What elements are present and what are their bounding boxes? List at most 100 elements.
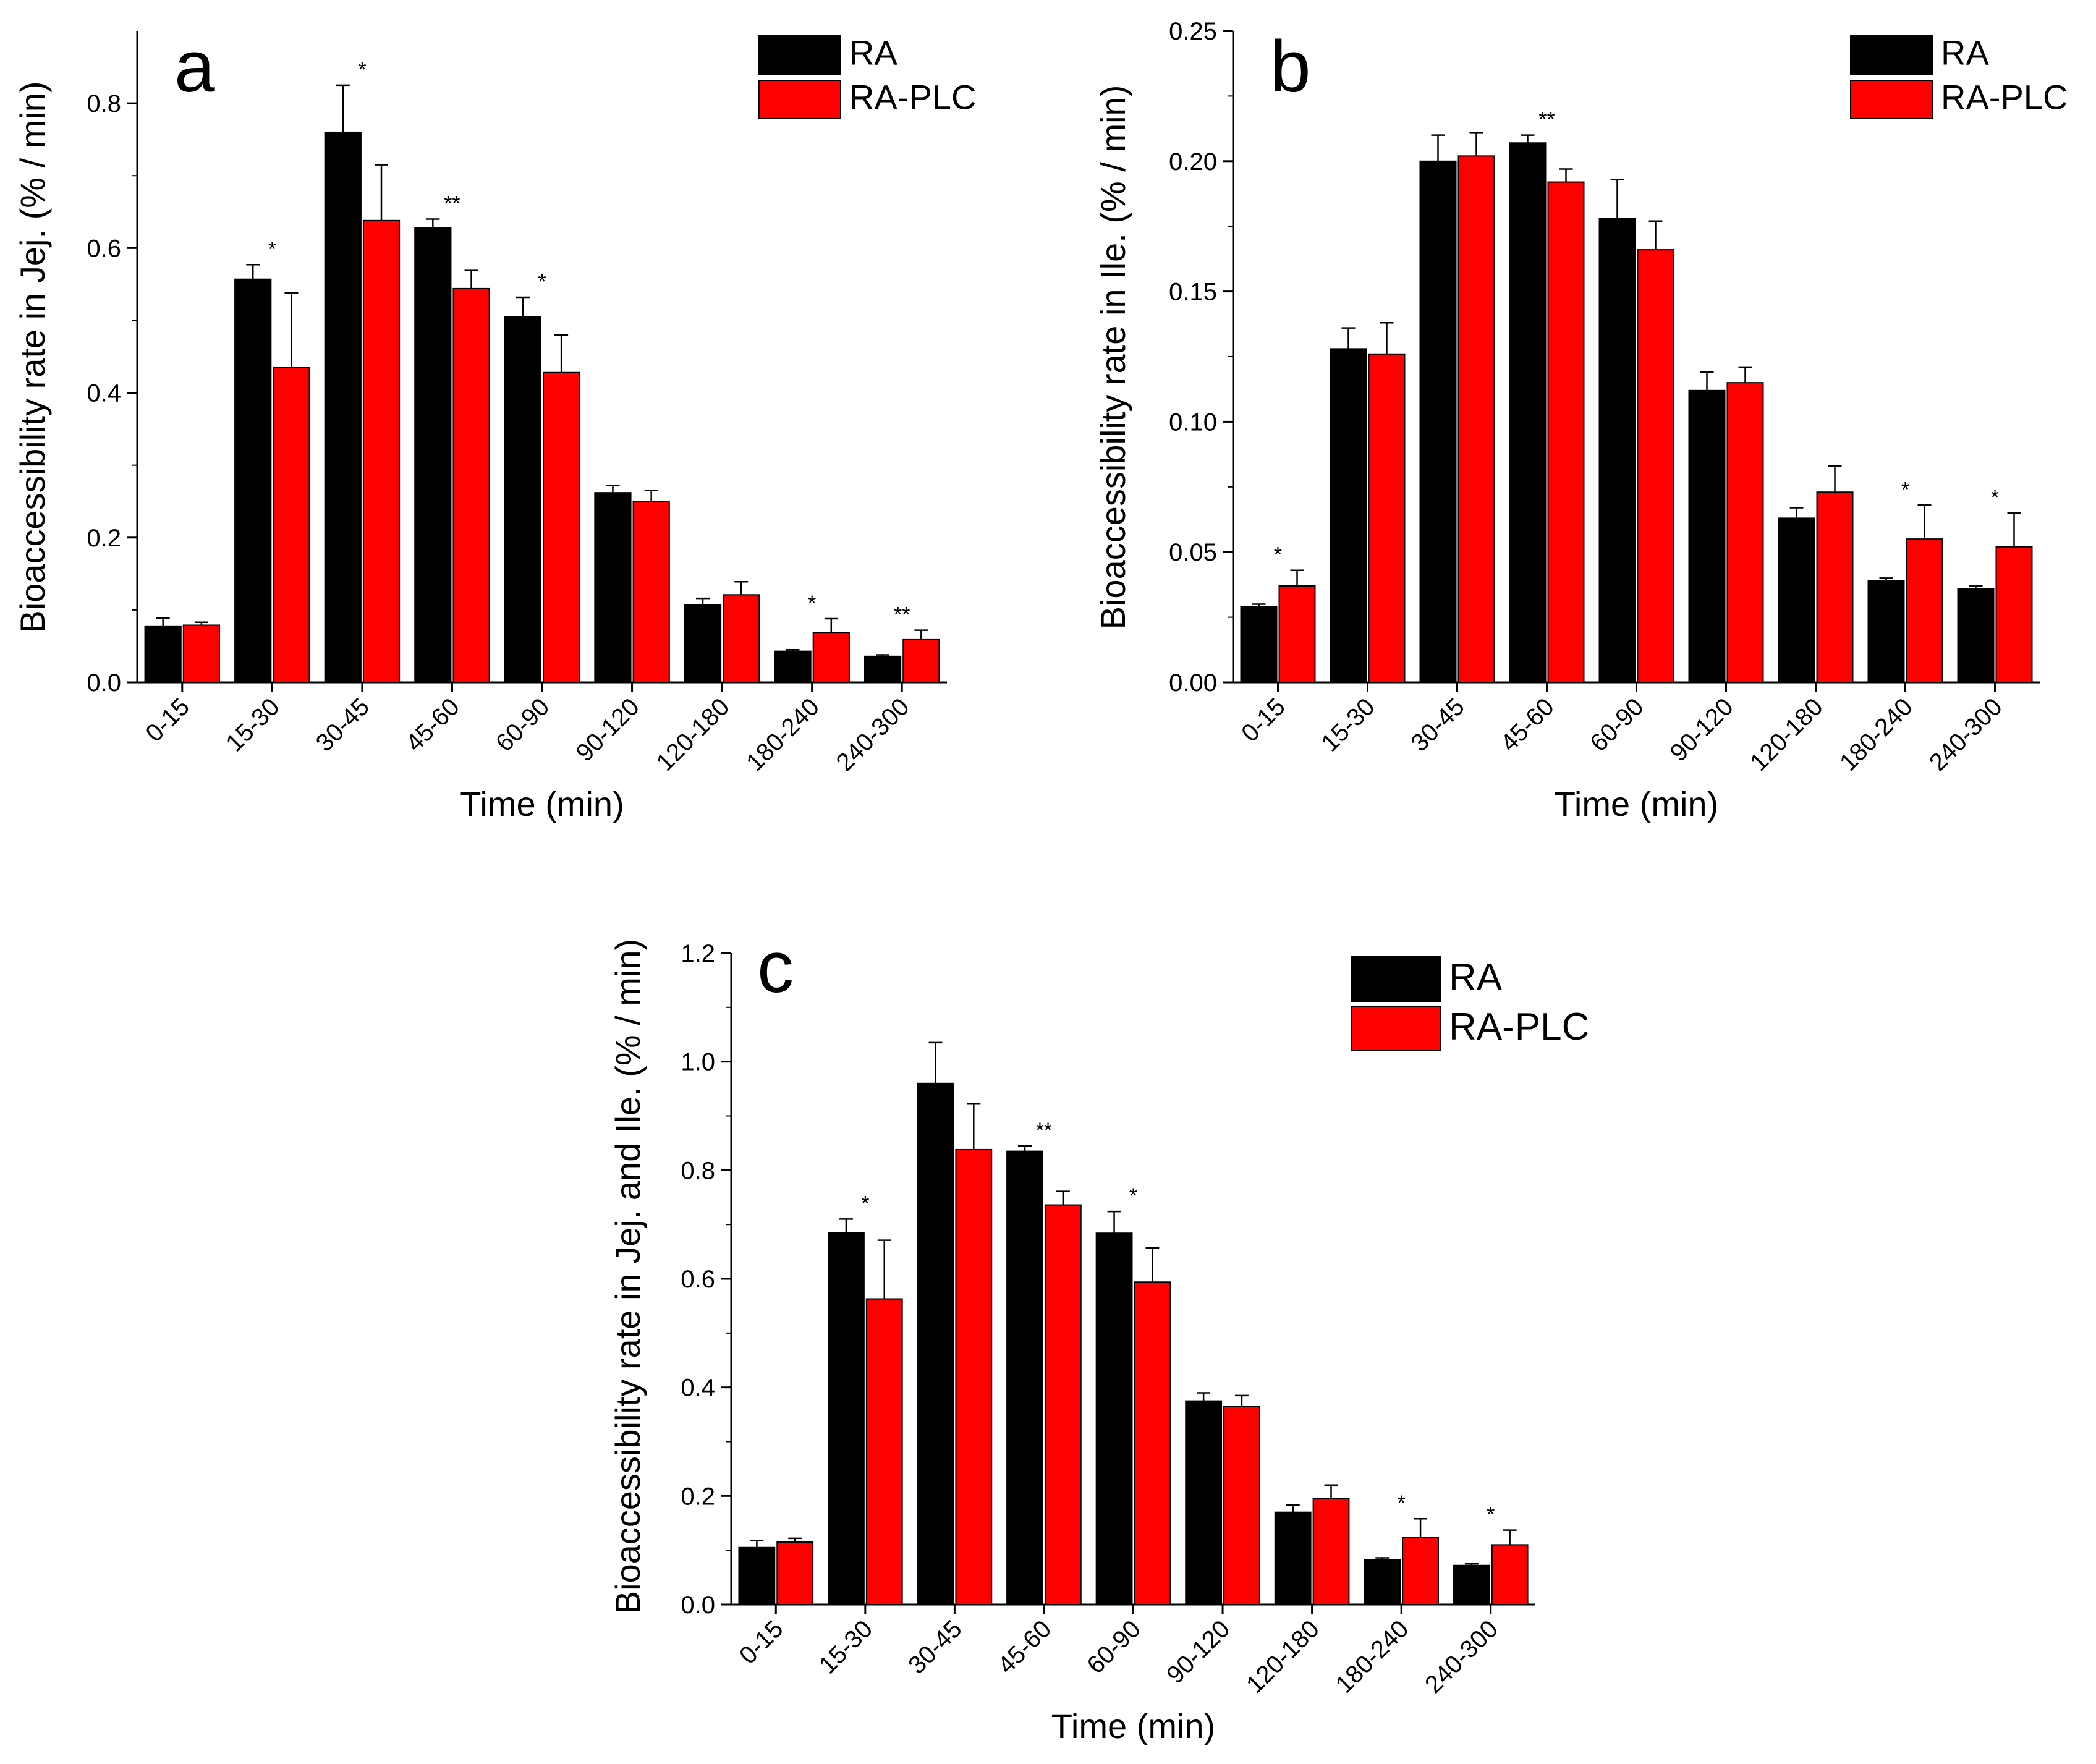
x-tick-label: 60-90 (1082, 1615, 1145, 1679)
error-bar (788, 1537, 802, 1542)
error-bar (1145, 1247, 1160, 1283)
error-bar (1464, 1563, 1479, 1566)
legend-label: RA (1449, 956, 1503, 999)
significance-marker: ** (894, 603, 910, 627)
y-tick-label: 0.25 (1169, 18, 1217, 45)
bar-ra-plc (1278, 585, 1316, 683)
legend-swatch-ra-plc (1850, 80, 1933, 119)
bar-ra-plc (865, 1298, 903, 1605)
bar-ra-plc (723, 594, 760, 683)
error-bar (1503, 1529, 1517, 1545)
legend-label: RA (849, 33, 897, 72)
error-bar (928, 1041, 943, 1083)
legend-swatch-ra-plc (1351, 1006, 1441, 1051)
bar-ra (774, 650, 812, 683)
x-tick-label: 90-120 (1161, 1615, 1235, 1689)
y-tick-label: 0.8 (681, 1157, 715, 1184)
bar-ra-plc (955, 1148, 993, 1605)
bar-ra-plc (1637, 249, 1674, 684)
error-bar (1375, 1557, 1390, 1560)
bar-ra-plc (1995, 546, 2033, 683)
significance-marker: * (268, 237, 276, 261)
significance-marker: * (1901, 478, 1909, 501)
bar-ra (234, 278, 272, 683)
significance-marker: ** (444, 192, 460, 215)
x-tick-label: 15-30 (221, 693, 284, 757)
x-tick-label: 0-15 (734, 1615, 789, 1669)
bar-ra (1006, 1150, 1043, 1605)
y-tick-label: 0.0 (681, 1592, 715, 1619)
error-bar (1107, 1210, 1121, 1234)
error-bar (824, 617, 838, 633)
bar-ra (1688, 389, 1726, 683)
chart-panel-b: 0.00 0.05 0.10 0.15 0.20 0.25 0-15 15-30 30-45 45… (1093, 18, 2068, 823)
error-bar (1290, 569, 1304, 587)
y-tick-label: 0.15 (1169, 279, 1217, 306)
x-tick-label: 45-60 (401, 693, 464, 757)
bar-ra (1778, 517, 1815, 684)
bar-ra (828, 1232, 865, 1605)
chart-panel-c: 0.0 0.2 0.4 0.6 0.8 1.0 1.2 0-15 15-30 30-45 45-60… (608, 927, 1589, 1745)
error-bar (1324, 1484, 1338, 1499)
bar-ra-plc (1044, 1204, 1082, 1605)
x-tick-label: 120-180 (1745, 693, 1828, 776)
bar-ra (144, 625, 182, 684)
legend-label: RA (1941, 33, 1989, 72)
y-tick-label: 0.00 (1169, 669, 1217, 697)
x-tick-label: 45-60 (993, 1615, 1056, 1679)
error-bar (246, 264, 260, 279)
legend-swatch-ra (1850, 35, 1933, 75)
panel-letter: b (1270, 26, 1311, 108)
bar-ra (684, 604, 722, 683)
bar-ra-plc (1726, 382, 1764, 683)
x-tick-label: 60-90 (1585, 693, 1648, 757)
x-axis-title: Time (min) (1051, 1707, 1215, 1745)
bar-ra-plc (776, 1541, 814, 1606)
error-bar (644, 490, 658, 502)
error-bar (156, 617, 170, 627)
y-axis-title: Bioaccessibility rate in Ile. (% / min) (1093, 85, 1132, 630)
error-bar (696, 597, 710, 605)
y-tick-label: 0.6 (87, 235, 121, 262)
y-tick-label: 0.2 (87, 525, 121, 552)
error-bar (1559, 168, 1573, 182)
error-bar (1610, 179, 1624, 219)
x-tick-label: 240-300 (1420, 1615, 1503, 1698)
error-bar (1969, 585, 1983, 589)
x-tick-label: 30-45 (311, 693, 375, 757)
error-bar (1234, 1394, 1249, 1407)
bar-ra-plc (452, 287, 490, 684)
error-bar (1700, 371, 1714, 391)
significance-marker: * (1991, 486, 1999, 509)
x-tick-label: 240-300 (831, 693, 915, 776)
error-bar (967, 1103, 981, 1150)
error-bar (1018, 1145, 1032, 1151)
significance-marker: * (1274, 543, 1282, 567)
significance-marker: * (1398, 1491, 1406, 1515)
legend-swatch-ra (1351, 956, 1441, 1002)
significance-marker: * (1487, 1503, 1495, 1527)
significance-marker: * (861, 1192, 869, 1215)
y-tick-label: 0.20 (1169, 148, 1217, 176)
error-bar (786, 649, 800, 651)
error-bar (750, 1540, 764, 1548)
bar-ra (414, 227, 452, 683)
bar-ra (1419, 160, 1457, 683)
y-tick-label: 0.4 (681, 1375, 715, 1402)
x-tick-label: 45-60 (1495, 693, 1559, 757)
bar-ra-plc (182, 624, 220, 684)
bar-ra-plc (1906, 538, 1943, 683)
legend-label: RA-PLC (1449, 1006, 1589, 1048)
bar-ra (1453, 1564, 1490, 1606)
legend: RA RA-PLC (1351, 956, 1589, 1051)
x-tick-label: 15-30 (814, 1615, 878, 1679)
x-axis-title: Time (min) (1555, 784, 1718, 823)
error-bar (2007, 512, 2021, 547)
y-tick-label: 1.2 (681, 940, 715, 967)
bar-ra-plc (1547, 181, 1585, 683)
error-bar (839, 1218, 853, 1233)
error-bar (1380, 321, 1394, 354)
bar-ra-plc (902, 638, 940, 683)
bar-ra (738, 1546, 776, 1605)
